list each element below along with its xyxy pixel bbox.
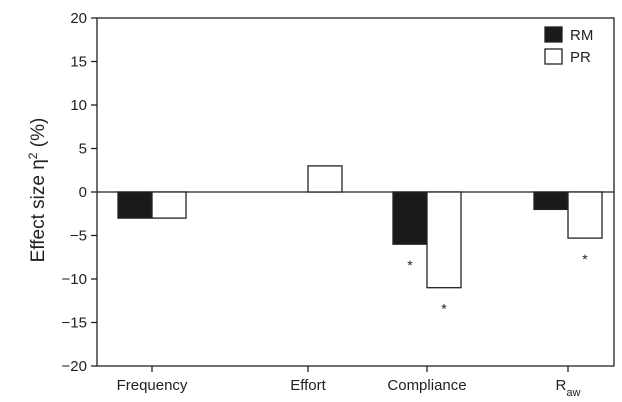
legend: RM PR: [544, 26, 593, 66]
y-tick-label-2: −10: [62, 271, 87, 288]
bar-pr-2: [426, 191, 462, 289]
x-tick-label-3: Raw: [556, 377, 581, 399]
y-axis-label-suffix: (%): [28, 118, 49, 153]
x-tick-label-text-3: R: [556, 377, 567, 394]
x-tick-label-text-0: Frequency: [117, 377, 188, 394]
y-tick-label-4: 0: [79, 184, 87, 201]
plot-area: −20 −15 −10 −5 0 5 10 15 20 Frequency Effort * * Comp…: [62, 10, 615, 399]
bar-pr-3: [567, 191, 603, 239]
x-tick-label-text-2: Compliance: [387, 377, 466, 394]
legend-swatch-pr: [544, 48, 563, 65]
y-tick-label-6: 10: [70, 97, 87, 114]
y-tick-label-5: 5: [79, 141, 87, 158]
y-axis-label-superscript: 2: [26, 152, 40, 159]
x-tick-label-0: Frequency: [117, 377, 188, 394]
y-axis-label: Effect size η2 (%): [26, 118, 49, 263]
x-tick-label-2: Compliance: [387, 377, 466, 394]
y-tick-label-3: −5: [70, 228, 87, 245]
y-tick-label-7: 15: [70, 54, 87, 71]
bar-pr-1: [307, 165, 343, 193]
x-tick-label-text-1: Effort: [290, 377, 326, 394]
significance-marker-rm-2: *: [407, 257, 413, 273]
x-tick-label-1: Effort: [290, 377, 326, 394]
bar-rm-2: [392, 191, 428, 245]
y-tick-label-0: −20: [62, 358, 87, 375]
bar-rm-3: [533, 191, 569, 211]
y-tick-label-8: 20: [70, 10, 87, 27]
legend-label-rm: RM: [570, 27, 593, 44]
y-axis-title: Effect size η2 (%): [26, 118, 49, 263]
legend-label-pr: PR: [570, 49, 591, 66]
x-tick-label-subscript-3: aw: [566, 387, 580, 399]
bar-pr-0: [151, 191, 187, 219]
y-tick-label-1: −15: [62, 315, 87, 332]
significance-marker-pr-3: *: [582, 251, 588, 267]
bar-rm-0: [117, 191, 153, 219]
legend-swatch-rm: [544, 26, 563, 43]
y-axis-label-main: Effect size η: [28, 159, 49, 262]
significance-marker-pr-2: *: [441, 301, 447, 317]
